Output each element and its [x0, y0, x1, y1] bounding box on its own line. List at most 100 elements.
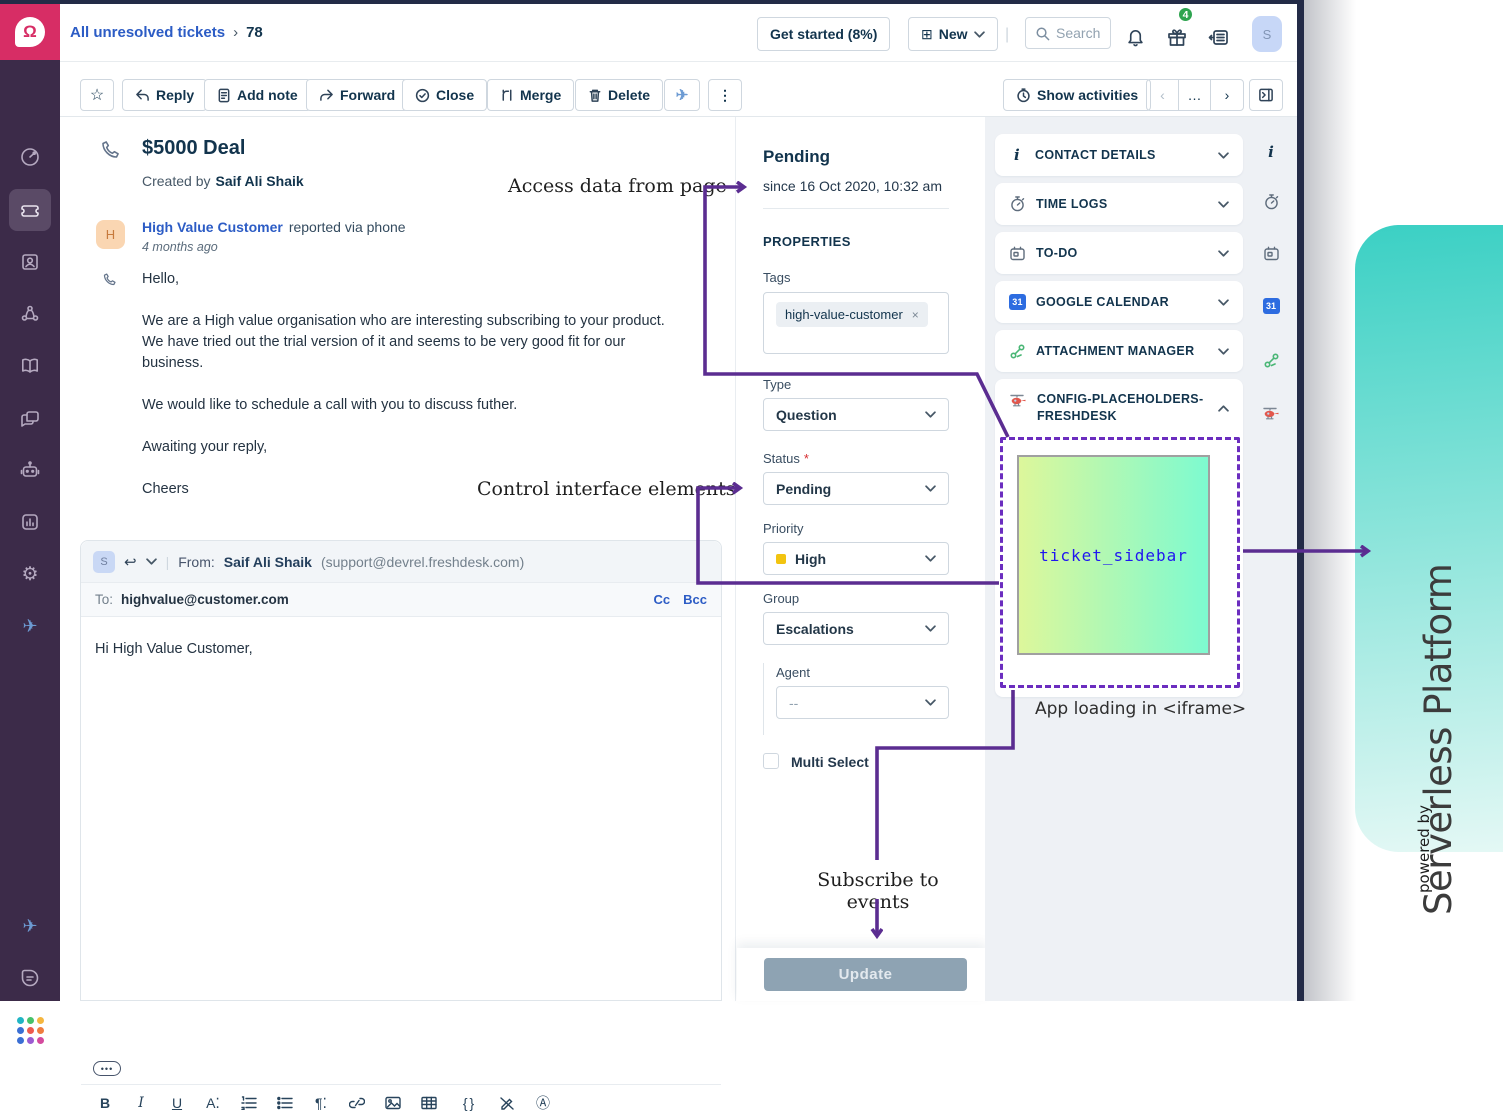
insert-image-button[interactable]	[385, 1096, 401, 1110]
annotation-subscribe-events: Subscribe to events	[817, 869, 939, 913]
chevron-down-icon	[925, 555, 936, 562]
paragraph-button[interactable]: ¶⁚	[315, 1094, 327, 1111]
nav-dashboard-icon[interactable]	[9, 136, 51, 178]
prev-ticket-button[interactable]: ‹	[1147, 80, 1179, 110]
bcc-toggle[interactable]: Bcc	[683, 592, 707, 607]
bullet-list-button[interactable]	[277, 1096, 293, 1110]
freshdesk-logo-icon: Ω	[15, 17, 45, 47]
app-switcher-icon[interactable]	[9, 1009, 51, 1051]
remove-tag-icon[interactable]: ×	[911, 307, 919, 322]
status-heading: Pending	[763, 147, 831, 166]
todo-card[interactable]: TO-DO	[995, 232, 1243, 274]
quoted-text-toggle[interactable]: •••	[93, 1061, 121, 1076]
requester-name-link[interactable]: High Value Customer	[142, 219, 283, 235]
breadcrumb-parent-link[interactable]: All unresolved tickets	[70, 24, 226, 41]
next-ticket-button[interactable]: ›	[1224, 87, 1230, 103]
helicopter-icon	[1009, 393, 1027, 425]
chevron-down-icon	[925, 699, 936, 706]
window-shadow	[1304, 0, 1356, 1001]
rail-attachment-icon[interactable]	[1245, 352, 1297, 369]
requester-avatar: H	[96, 220, 125, 249]
rail-time-logs-icon[interactable]	[1245, 193, 1297, 211]
close-ticket-button[interactable]: Close	[402, 79, 488, 111]
insert-table-button[interactable]	[421, 1096, 437, 1110]
annotation-access-data: Access data from page	[508, 175, 727, 197]
rail-config-placeholders-icon[interactable]	[1245, 406, 1297, 421]
text-style-button[interactable]: A⁚	[206, 1094, 220, 1111]
merge-button[interactable]: Merge	[487, 79, 575, 111]
nav-social-icon[interactable]	[9, 293, 51, 335]
italic-button[interactable]: I	[138, 1095, 144, 1111]
add-note-button[interactable]: Add note	[204, 79, 311, 111]
to-field-row[interactable]: To: highvalue@customer.com Cc Bcc	[81, 583, 721, 617]
code-placeholder-button[interactable]: { }	[462, 1095, 474, 1111]
chevron-down-icon	[1218, 249, 1229, 257]
delete-button[interactable]: Delete	[575, 79, 664, 111]
multi-select-checkbox[interactable]	[763, 753, 779, 769]
stopwatch-icon	[1009, 195, 1026, 213]
nav-analytics-icon[interactable]	[9, 501, 51, 543]
config-placeholders-header[interactable]: CONFIG-PLACEHOLDERS- FRESHDESK	[995, 379, 1243, 425]
left-navigation: ⚙ ✈ ✈	[0, 60, 60, 1044]
type-select[interactable]: Question	[763, 398, 949, 431]
gift-whats-new-icon[interactable]	[1166, 26, 1188, 48]
agent-select[interactable]: --	[776, 686, 949, 719]
nav-solutions-icon[interactable]	[9, 345, 51, 387]
user-avatar[interactable]: S	[1252, 16, 1282, 52]
bold-button[interactable]: B	[99, 1095, 111, 1111]
more-actions-button[interactable]: ⋮	[708, 79, 742, 111]
nav-admin-icon[interactable]: ⚙	[21, 563, 39, 585]
nav-app-plane-icon[interactable]: ✈	[22, 615, 38, 636]
chevron-down-icon[interactable]	[145, 558, 157, 565]
collapse-sidebar-button[interactable]	[1249, 79, 1283, 111]
ticket-list-button[interactable]: …	[1179, 80, 1211, 110]
insert-link-button[interactable]	[349, 1096, 365, 1110]
underline-button[interactable]: U	[171, 1095, 183, 1111]
plane-app-button[interactable]: ✈	[664, 79, 700, 111]
get-started-button[interactable]: Get started (8%)	[757, 17, 891, 51]
to-recipient[interactable]: highvalue@customer.com	[121, 592, 289, 607]
ticket-sidebar-app-iframe[interactable]: ticket_sidebar	[1017, 455, 1210, 655]
tags-label: Tags	[763, 270, 791, 285]
nav-app-plane2-icon[interactable]: ✈	[22, 915, 38, 936]
rail-contact-details-icon[interactable]: i	[1268, 143, 1274, 161]
cc-toggle[interactable]: Cc	[653, 592, 671, 607]
calendar-icon	[1009, 245, 1026, 262]
freshdesk-logo[interactable]: Ω	[0, 4, 60, 60]
update-bar: Update	[737, 948, 986, 1001]
composer-editor[interactable]: Hi High Value Customer,	[95, 641, 253, 657]
group-select[interactable]: Escalations	[763, 612, 949, 645]
priority-color-swatch	[776, 553, 786, 564]
notifications-bell-icon[interactable]	[1125, 26, 1146, 47]
nav-contacts-icon[interactable]	[9, 241, 51, 283]
nav-forums-icon[interactable]	[9, 397, 51, 439]
rail-google-calendar-icon[interactable]: 31	[1245, 298, 1297, 314]
google-calendar-card[interactable]: 31 GOOGLE CALENDAR	[995, 281, 1243, 323]
contact-details-card[interactable]: i CONTACT DETAILS	[995, 134, 1243, 176]
new-button[interactable]: ⊞ New	[908, 17, 998, 51]
show-activities-button[interactable]: Show activities	[1003, 79, 1152, 111]
priority-select[interactable]: High	[763, 542, 949, 575]
message-timestamp: 4 months ago	[142, 240, 218, 254]
tags-input[interactable]: high-value-customer ×	[763, 292, 949, 354]
star-button[interactable]: ☆	[80, 79, 114, 111]
time-logs-card[interactable]: TIME LOGS	[995, 183, 1243, 225]
ordered-list-button[interactable]	[241, 1096, 257, 1110]
forward-button[interactable]: Forward	[306, 79, 409, 111]
star-icon: ☆	[89, 87, 105, 104]
panel-collapse-icon	[1259, 88, 1273, 102]
reply-type-icon[interactable]: ↩	[124, 553, 137, 571]
status-select[interactable]: Pending	[763, 472, 949, 505]
creator-name[interactable]: Saif Ali Shaik	[215, 173, 304, 189]
rail-todo-icon[interactable]	[1245, 245, 1297, 262]
spellcheck-button[interactable]: Ⓐ	[536, 1095, 550, 1111]
update-button[interactable]: Update	[764, 958, 967, 991]
search-input[interactable]: Search	[1025, 17, 1111, 49]
signature-off-button[interactable]	[499, 1096, 515, 1110]
nav-freshchat-icon[interactable]	[9, 957, 51, 999]
nav-bots-icon[interactable]	[9, 449, 51, 491]
quick-dispatch-icon[interactable]	[1208, 26, 1231, 49]
nav-tickets-icon[interactable]	[9, 189, 51, 231]
reply-button[interactable]: Reply	[122, 79, 208, 111]
attachment-manager-card[interactable]: ATTACHMENT MANAGER	[995, 330, 1243, 372]
